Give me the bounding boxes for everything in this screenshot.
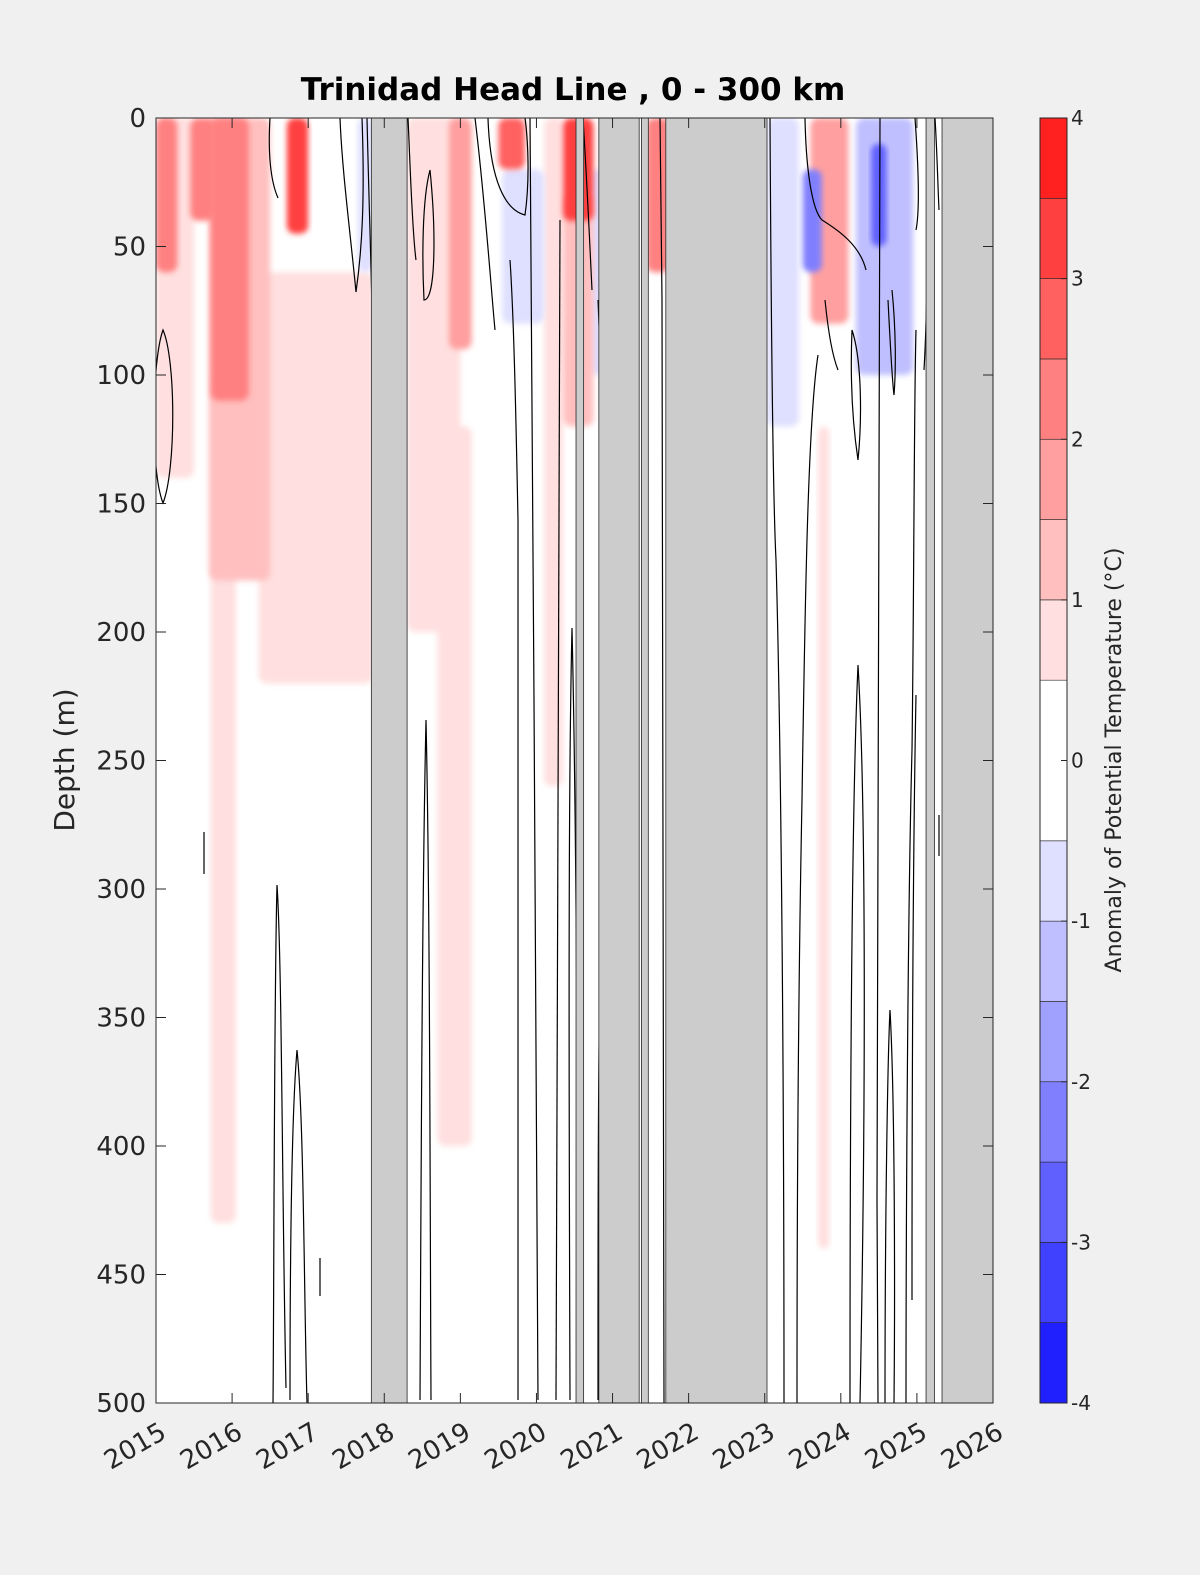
y-tick-label: 50 [113,233,146,263]
colorbar-label: Anomaly of Potential Temperature (°C) [1102,548,1127,973]
colorbar-bin [1039,1081,1068,1163]
anomaly-patch [871,143,887,247]
y-tick-label: 250 [96,747,146,777]
no-data-band [575,118,585,1403]
anomaly-patch [286,118,309,234]
no-data-layer [370,118,993,1403]
colorbar-bin [1039,117,1068,199]
contour-line [419,719,432,1401]
anomaly-patch [156,118,178,273]
colorbar-bin [1039,358,1068,440]
anomaly-patch [448,118,472,350]
contour-line [796,354,819,1403]
colorbar-tick-label: -4 [1071,1391,1091,1415]
colorbar-bin [1039,198,1068,279]
y-tick-label: 0 [129,104,146,134]
contour-line [268,118,279,199]
y-tick-label: 300 [96,875,146,905]
y-tick-label: 200 [96,618,146,648]
contour-line [422,169,435,301]
colorbar-tick-label: 0 [1071,749,1084,773]
no-data-band [641,118,649,1403]
anomaly-patch [210,118,249,401]
contour-line [850,329,862,461]
contour-line [934,118,940,211]
contour-line [555,219,561,1401]
colorbar-bin [1039,1001,1068,1083]
colorbar [1039,117,1068,1404]
colorbar-bin [1039,1242,1068,1323]
y-tick-label: 400 [96,1132,146,1162]
colorbar-bin [1039,278,1068,360]
no-data-band [665,118,768,1403]
chart-title: Trinidad Head Line , 0 - 300 km [301,72,846,108]
y-axis: 0 50 100 150 200 250 300 350 400 450 500 [96,104,993,1419]
colorbar-tick-label: 1 [1071,588,1084,612]
colorbar-tick-label: -1 [1071,909,1091,933]
colorbar-bin [1039,920,1068,1002]
colorbar-bin [1039,840,1068,922]
anomaly-patch [407,118,461,632]
y-axis-label: Depth (m) [48,688,81,831]
anomaly-patch [210,375,236,1224]
anomaly-patch [258,272,373,684]
anomaly-patch [802,169,822,273]
contour-line [824,299,839,371]
contour-line [659,118,665,1403]
colorbar-tick-label: 4 [1071,106,1084,130]
anomaly-patch [646,118,670,273]
contour-line [804,118,867,271]
contour-line [272,884,287,1403]
no-data-band [925,118,935,1403]
no-data-band [370,118,408,1403]
y-tick-label: 350 [96,1004,146,1034]
anomaly-patch [190,118,216,221]
contour-line [339,118,364,293]
contour-line [582,118,593,291]
contour-line [769,118,785,1403]
anomaly-patch [817,426,830,1249]
contour-line [911,694,917,1301]
colorbar-ticks: 4 3 2 1 0 -1 -2 -3 -4 [1061,106,1091,1415]
colorbar-bin [1039,599,1068,681]
colorbar-bin [1039,1322,1068,1404]
colorbar-tick-label: 2 [1071,427,1084,451]
y-tick-label: 150 [96,490,146,520]
colorbar-bin [1039,438,1068,520]
colorbar-tick-label: -3 [1071,1230,1091,1254]
y-tick-label: 100 [96,361,146,391]
colorbar-bin [1039,519,1068,601]
contour-line [474,118,496,331]
anomaly-patch [810,118,849,324]
contour-line [914,118,919,231]
contour-line [849,664,865,1403]
y-tick-label: 450 [96,1261,146,1291]
y-tick-label: 500 [96,1389,146,1419]
contour-line [887,289,896,396]
anomaly-patch [856,118,914,375]
no-data-band [598,118,640,1403]
colorbar-tick-label: -2 [1071,1070,1091,1094]
anomaly-patch [502,169,545,324]
anomaly-patch [544,118,564,787]
contour-line [407,118,417,261]
contour-line [487,118,529,216]
anomaly-patch [767,118,799,427]
contour-line [289,1049,308,1403]
colorbar-tick-label: 3 [1071,267,1084,291]
anomaly-patch [498,118,526,170]
colorbar-bin [1039,1161,1068,1243]
contour-line [905,329,917,1403]
contour-line [884,1009,896,1403]
